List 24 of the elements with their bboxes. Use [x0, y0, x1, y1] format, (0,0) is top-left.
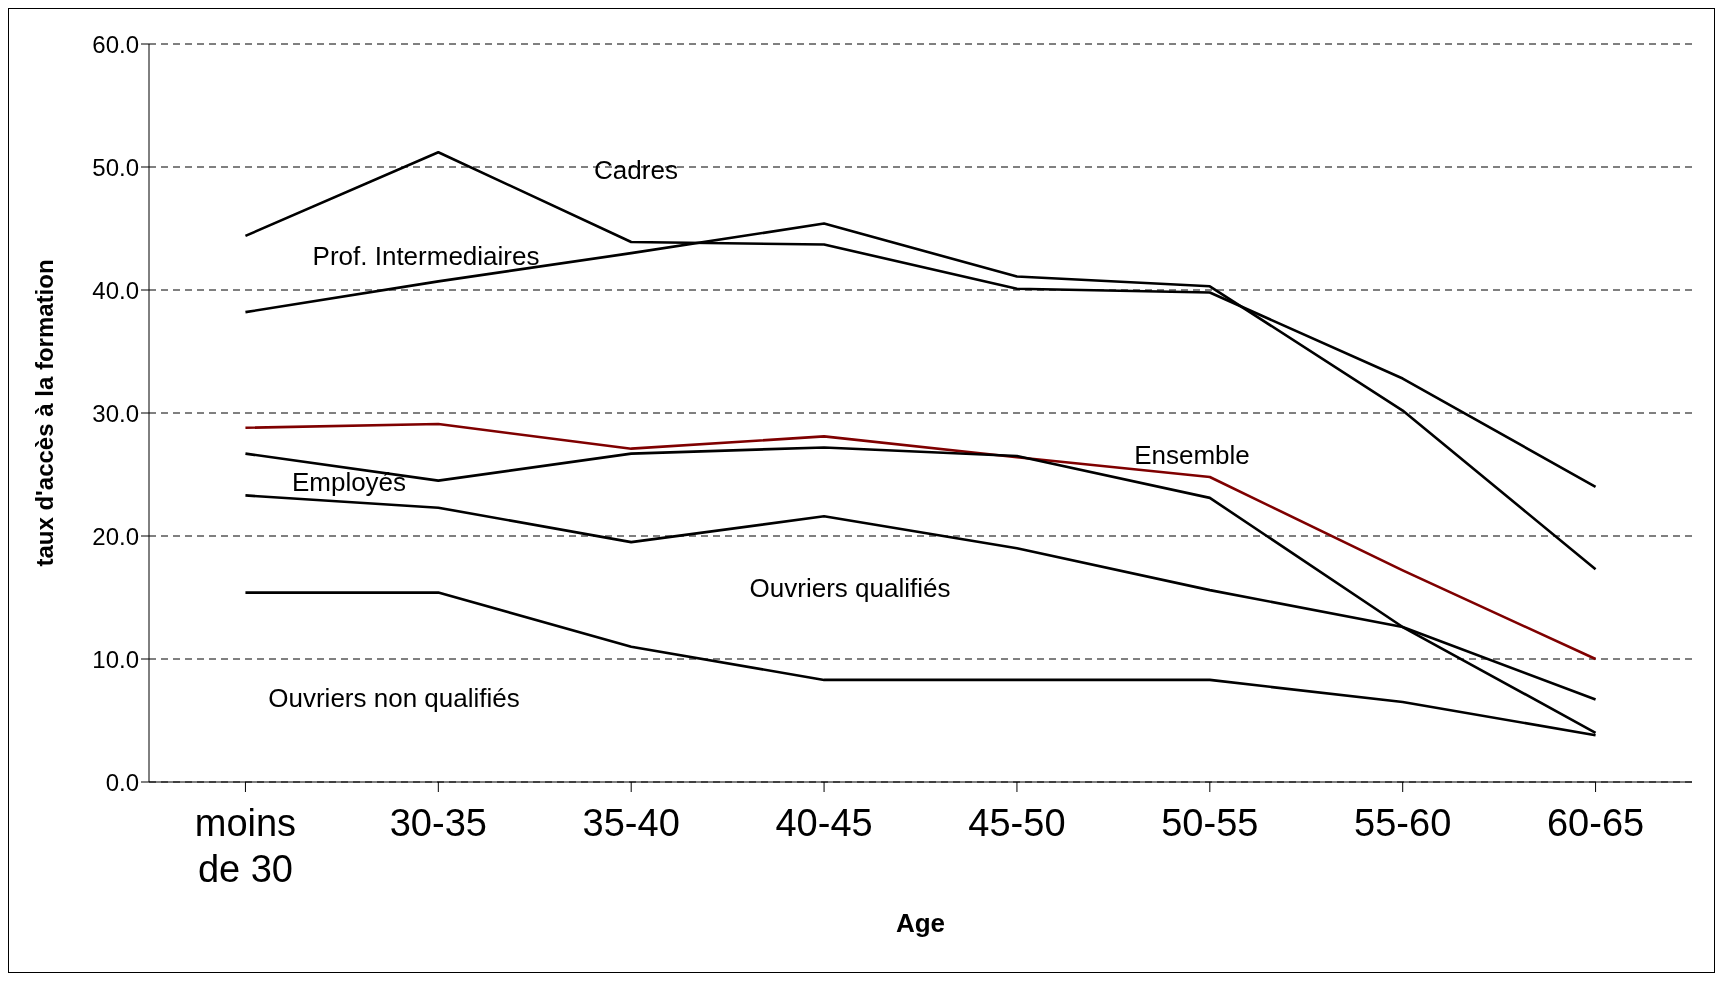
- x-tick-label: 35-40: [582, 802, 680, 844]
- annotation: Employés: [290, 467, 408, 497]
- x-axis-title: Age: [895, 908, 946, 938]
- y-tick-label: 10.0: [92, 645, 139, 673]
- y-tick-label: 20.0: [92, 522, 139, 550]
- y-axis-title: taux d'accès à la formation: [30, 259, 58, 567]
- y-tick-label: 60.0: [92, 30, 139, 58]
- annotation: Cadres: [593, 155, 679, 185]
- y-tick-label: 50.0: [92, 153, 139, 181]
- y-tick-label: 30.0: [92, 399, 139, 427]
- y-tick-label: 40.0: [92, 276, 139, 304]
- line-series: [244, 422, 1597, 661]
- y-tick-label: 0.0: [105, 768, 139, 796]
- x-tick-label: 55-60: [1354, 802, 1452, 844]
- annotation: Ouvriers qualifiés: [748, 573, 952, 603]
- x-tick-label: 45-50: [968, 802, 1066, 844]
- annotation: Ouvriers non qualifiés: [267, 683, 521, 713]
- annotation: Prof. Intermediaires: [311, 241, 541, 271]
- x-tick-label: moins de 30: [194, 802, 297, 890]
- x-tick-label: 60-65: [1546, 802, 1645, 844]
- x-tick-label: 30-35: [389, 802, 487, 844]
- x-tick-label: 50-55: [1161, 802, 1259, 844]
- x-tick-label: 40-45: [775, 802, 873, 844]
- annotation: Ensemble: [1133, 440, 1251, 470]
